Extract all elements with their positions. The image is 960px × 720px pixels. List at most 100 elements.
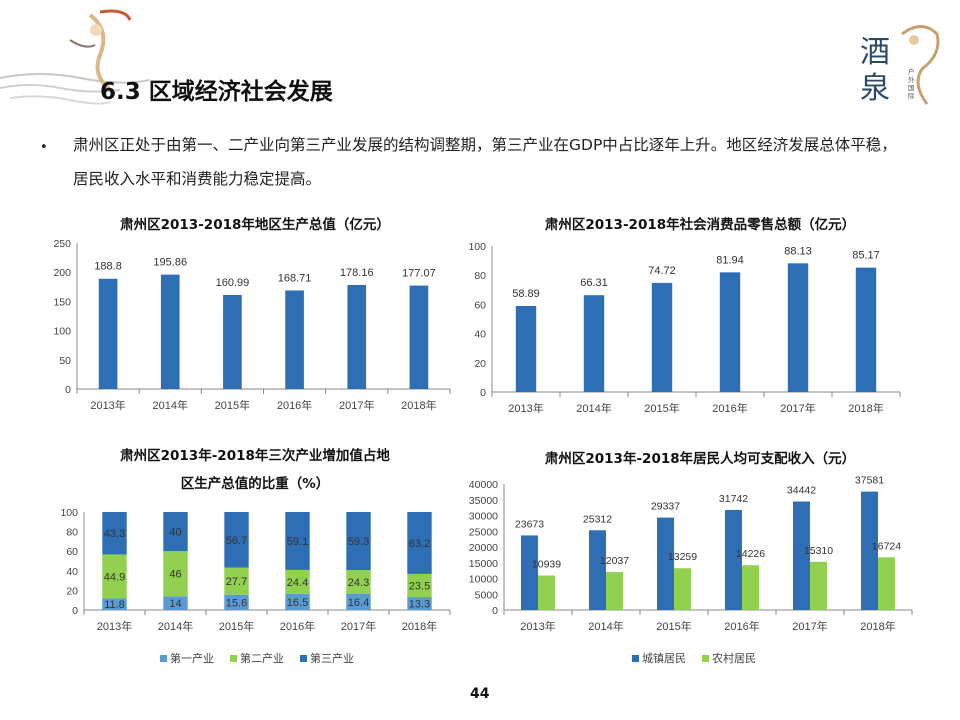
chart3-bar-segment	[346, 593, 371, 610]
chart4-ytick-label: 0	[492, 605, 498, 617]
chart3-ytick-label: 60	[66, 546, 78, 558]
chart4-ytick-label: 5000	[475, 589, 499, 601]
chart3-legend-label: 第一产业	[170, 651, 214, 665]
chart4-ytick-label: 10000	[469, 574, 498, 586]
chart1-title: 肃州区2013-2018年地区生产总值（亿元）	[120, 217, 390, 233]
chart1-ytick-label: 0	[65, 384, 71, 396]
chart1-data-label: 188.8	[94, 261, 122, 273]
chart3-bar-segment	[407, 573, 432, 597]
chart3-data-label: 40	[169, 527, 181, 539]
chart4-data-label: 29337	[651, 501, 680, 513]
chart1-bar	[347, 284, 367, 389]
chart4-legend-swatch	[702, 655, 709, 662]
chart4-ytick-label: 25000	[469, 526, 498, 538]
chart1-data-label: 168.71	[278, 272, 312, 284]
chart1-bar	[409, 285, 429, 389]
chart4-bar	[725, 510, 742, 610]
chart4-data-label: 25312	[583, 513, 612, 525]
chart2-bar	[515, 306, 537, 392]
logo-char-1: 酒	[860, 35, 890, 70]
chart4-legend-label: 农村居民	[712, 651, 756, 665]
chart3-data-label: 14	[169, 598, 181, 610]
chart4-category-label: 2015年	[656, 619, 691, 633]
chart2-category-label: 2013年	[508, 401, 543, 415]
chart3-ytick-label: 40	[66, 566, 78, 578]
chart4-ytick-label: 20000	[469, 542, 498, 554]
chart1-category-label: 2018年	[401, 398, 436, 412]
chart3-data-label: 56.7	[226, 535, 247, 547]
chart3-category-label: 2015年	[219, 619, 254, 633]
chart4-bar	[793, 501, 810, 610]
chart2-bar	[787, 263, 809, 392]
chart4-data-label: 12037	[600, 555, 629, 567]
chart2-category-label: 2018年	[848, 401, 883, 415]
chart4-data-label: 34442	[787, 485, 816, 497]
chart3-data-label: 59.3	[348, 536, 369, 548]
chart4-data-label: 10939	[532, 559, 561, 571]
chart4-ytick-label: 40000	[469, 479, 498, 491]
bullet-text: 肃州区正处于由第一、二产业向第三产业发展的结构调整期，第三产业在GDP中占比逐年…	[73, 136, 897, 188]
chart3-ytick-label: 0	[72, 605, 78, 617]
chart2-bar	[651, 282, 673, 392]
chart4-legend-label: 城镇居民	[642, 651, 686, 665]
chart2-ytick-label: 100	[468, 241, 486, 253]
chart2-ytick-label: 0	[480, 387, 486, 399]
chart3-bar-segment	[346, 570, 371, 594]
chart1-category-label: 2017年	[339, 398, 374, 412]
chart3-data-label: 16.4	[348, 597, 369, 609]
chart4-bar	[606, 572, 623, 610]
chart3-title-line2: 区生产总值的比重（%）	[180, 476, 330, 492]
chart3-bar-segment	[407, 512, 432, 574]
chart3-data-label: 44.9	[104, 571, 125, 583]
header-decoration	[0, 9, 150, 105]
chart1-ytick-label: 100	[53, 326, 71, 338]
chart4-bar	[878, 557, 895, 610]
chart3-legend-label: 第二产业	[240, 651, 284, 665]
chart4-bar	[674, 568, 691, 610]
chart3-title-line1: 肃州区2013年-2018年三次产业增加值占地	[120, 448, 390, 464]
chart4-legend-swatch	[632, 655, 639, 662]
chart4-bar	[742, 565, 759, 610]
chart3-legend-swatch	[160, 655, 167, 662]
chart4-data-label: 31742	[719, 493, 748, 505]
chart3-data-label: 15.6	[226, 597, 247, 609]
chart4-data-label: 15310	[804, 545, 833, 557]
chart3-bar-segment	[102, 598, 127, 610]
chart3-data-label: 11.8	[104, 599, 125, 611]
chart1-data-label: 178.16	[340, 267, 374, 279]
logo-char-2: 泉	[860, 71, 890, 106]
chart1-data-label: 177.07	[402, 268, 436, 280]
bullet-marker: •	[40, 140, 48, 155]
chart1-ytick-label: 50	[59, 355, 71, 367]
chart1-ytick-label: 150	[53, 296, 71, 308]
chart3-legend-swatch	[230, 655, 237, 662]
chart4-category-label: 2016年	[724, 619, 759, 633]
chart2-data-label: 58.89	[512, 288, 540, 300]
chart3-bar-segment	[407, 596, 432, 610]
chart2-data-label: 66.31	[580, 277, 608, 289]
chart2-data-label: 85.17	[852, 250, 880, 262]
chart4-data-label: 23673	[515, 518, 544, 530]
chart3-legend-swatch	[300, 655, 307, 662]
chart3-bar-segment	[224, 512, 249, 568]
chart3-data-label: 24.3	[348, 577, 369, 589]
chart2-title: 肃州区2013-2018年社会消费品零售总额（亿元）	[544, 217, 856, 233]
chart3-bar-segment	[285, 512, 310, 570]
chart2-category-label: 2014年	[576, 401, 611, 415]
chart3-category-label: 2018年	[402, 619, 437, 633]
chart2-category-label: 2015年	[644, 401, 679, 415]
chart4-category-label: 2014年	[588, 619, 623, 633]
chart3-bar-segment	[102, 512, 127, 555]
chart3-category-label: 2013年	[97, 619, 132, 633]
chart3-category-label: 2017年	[341, 619, 376, 633]
chart2-bar	[855, 267, 877, 392]
chart2-data-label: 81.94	[716, 254, 744, 266]
chart2-data-label: 88.13	[784, 245, 812, 257]
chart3-bar-segment	[224, 594, 249, 610]
chart1-data-label: 160.99	[216, 277, 250, 289]
chart4-title: 肃州区2013年-2018年居民人均可支配收入（元）	[544, 451, 856, 467]
chart4-category-label: 2013年	[520, 619, 555, 633]
chart3-data-label: 43.3	[104, 528, 125, 540]
chart2-data-label: 74.72	[648, 265, 676, 277]
chart4-bar	[589, 530, 606, 610]
